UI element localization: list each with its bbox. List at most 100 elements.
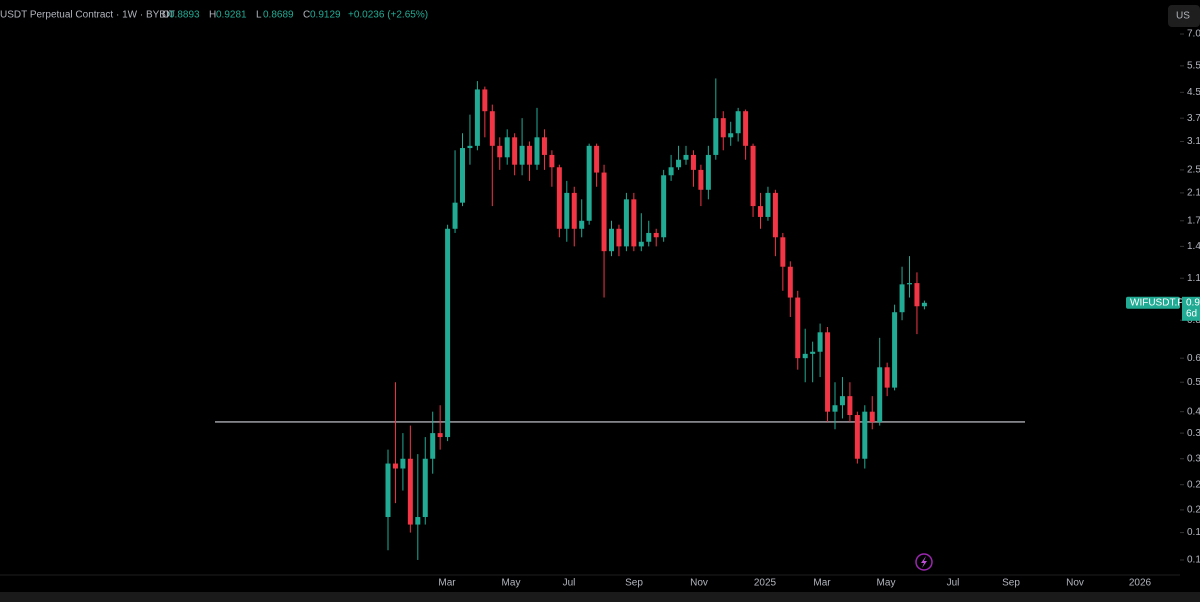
candle-body — [802, 353, 808, 359]
candle-body — [638, 241, 644, 247]
ohlc-label: O — [162, 10, 170, 21]
x-tick-label: Jul — [563, 578, 576, 589]
candle-body — [661, 175, 667, 238]
y-tick-label: 2.1 — [1187, 188, 1200, 199]
candle-body — [921, 302, 927, 307]
candle-body — [497, 145, 503, 158]
price-tag-box — [1126, 296, 1180, 309]
bolt-circle[interactable] — [915, 553, 933, 571]
price-tag-countdown: 6d — [1186, 308, 1197, 319]
y-tick-label: 0.1 — [1187, 527, 1200, 538]
ohlc-value: 0.8689 — [263, 10, 294, 21]
y-tick-label: 0.3 — [1187, 428, 1200, 439]
candle-body — [556, 167, 562, 229]
candle-body — [579, 220, 585, 229]
y-tick-label: 0.4 — [1187, 406, 1200, 417]
candle-body — [445, 228, 451, 438]
candle-body — [690, 154, 696, 170]
y-tick-label: 1.4 — [1187, 241, 1200, 252]
candle-body — [392, 463, 398, 469]
bolt-icon[interactable] — [915, 553, 933, 571]
candle-body — [400, 458, 406, 469]
candle-body — [601, 172, 607, 252]
candle-body — [758, 206, 763, 217]
candle-body — [504, 137, 510, 158]
y-tick-label: 1.7 — [1187, 215, 1200, 226]
candle-body — [899, 284, 905, 313]
price-tag-value-box — [1182, 296, 1200, 321]
candle-body — [795, 297, 801, 359]
candle-body — [676, 159, 682, 168]
candle-body — [728, 133, 734, 138]
x-tick-label: 2025 — [754, 578, 777, 589]
candle-body — [653, 232, 659, 238]
candle-body — [683, 154, 689, 160]
x-tick-label: Mar — [813, 578, 831, 589]
y-tick-label: 2.5 — [1187, 165, 1200, 176]
symbol-title: USDT Perpetual Contract · 1W · BYBIT — [0, 10, 175, 21]
candle-body — [825, 332, 831, 412]
ohlc-label: H — [209, 10, 216, 21]
candle-body — [415, 517, 421, 525]
candle-body — [631, 199, 637, 247]
candle-body — [407, 458, 413, 525]
change: +0.0236 (+2.65%) — [348, 10, 428, 21]
currency-button[interactable] — [1168, 5, 1200, 27]
candle-body — [847, 396, 853, 416]
ohlc-value: 0.8893 — [169, 10, 200, 21]
candle-body — [698, 169, 704, 190]
candle-body — [534, 137, 540, 165]
x-tick-label: May — [877, 578, 896, 589]
ohlc-value: 0.9129 — [310, 10, 341, 21]
candle-body — [452, 202, 458, 229]
candle-body — [467, 145, 473, 149]
candle-body — [422, 458, 428, 518]
header: USDT Perpetual Contract · 1W · BYBIT O 0.… — [0, 10, 428, 21]
currency-label[interactable]: US — [1176, 11, 1190, 22]
x-tick-label: Mar — [438, 578, 456, 589]
candle-body — [460, 148, 465, 203]
candle-body — [713, 118, 719, 155]
candle-body — [482, 89, 488, 112]
price-tag-price: 0.9 — [1186, 297, 1200, 308]
candle-body — [892, 312, 898, 388]
candle-body — [772, 192, 778, 238]
y-tick-label: 0.1 — [1187, 555, 1200, 566]
ohlc-value: 0.9281 — [216, 10, 247, 21]
candle-body — [623, 199, 629, 247]
candle-body — [914, 283, 920, 307]
y-tick-label: 0.2 — [1187, 479, 1200, 490]
x-tick-label: Jul — [947, 578, 960, 589]
bolt[interactable] — [921, 556, 927, 568]
candle-body — [474, 89, 480, 146]
candle-body — [609, 228, 614, 252]
x-tick-label: Nov — [690, 578, 708, 589]
candle-body — [519, 145, 525, 165]
candle-body — [743, 111, 749, 146]
y-tick-label: 4.5 — [1187, 87, 1200, 98]
x-tick-label: 2026 — [1129, 578, 1152, 589]
candle-body — [564, 192, 570, 229]
candle-body — [907, 283, 912, 285]
candle-body — [586, 145, 592, 221]
candle-body — [735, 111, 741, 134]
candle-body — [489, 111, 495, 146]
candle-body — [817, 332, 823, 352]
candle-body — [810, 351, 816, 354]
y-tick-label: 0.6 — [1187, 353, 1200, 364]
y-tick-label: 3.7 — [1187, 113, 1200, 124]
bottom-bar — [0, 592, 1200, 602]
x-tick-label: Nov — [1066, 578, 1084, 589]
x-tick-label: Sep — [1002, 578, 1020, 589]
y-tick-label: 0.3 — [1187, 453, 1200, 464]
candle-body — [512, 137, 518, 165]
candle-body — [869, 411, 875, 422]
candle-body — [832, 405, 838, 412]
candle-body — [839, 396, 845, 406]
candle-body — [594, 145, 600, 173]
candle-body — [437, 433, 443, 438]
candle-body — [862, 411, 868, 459]
candle-body — [705, 154, 711, 190]
y-tick-label: 0.5 — [1187, 377, 1200, 388]
